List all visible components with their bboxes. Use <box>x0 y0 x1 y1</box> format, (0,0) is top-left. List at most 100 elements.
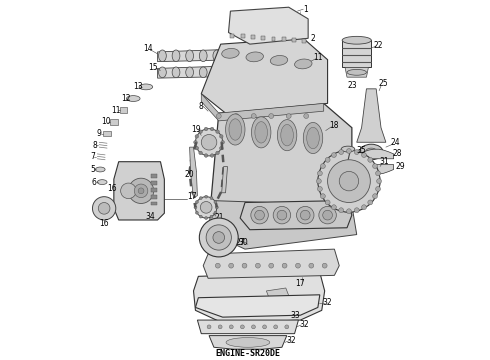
Circle shape <box>207 325 211 329</box>
Circle shape <box>206 225 231 250</box>
Text: 10: 10 <box>101 117 111 126</box>
Text: 33: 33 <box>291 311 300 320</box>
Polygon shape <box>228 7 308 44</box>
Polygon shape <box>267 288 291 303</box>
Polygon shape <box>196 295 320 317</box>
Text: 11: 11 <box>313 53 322 62</box>
Bar <box>151 202 157 206</box>
Circle shape <box>323 210 332 220</box>
Circle shape <box>217 114 221 118</box>
Circle shape <box>354 208 359 213</box>
Ellipse shape <box>225 114 245 145</box>
Circle shape <box>346 209 351 214</box>
Ellipse shape <box>139 84 153 90</box>
Circle shape <box>205 217 208 220</box>
Circle shape <box>362 153 367 157</box>
Text: 29: 29 <box>395 162 405 171</box>
Text: 30: 30 <box>238 238 248 247</box>
Circle shape <box>339 171 359 191</box>
Polygon shape <box>209 201 357 249</box>
Text: 17: 17 <box>295 279 305 288</box>
Bar <box>282 37 286 41</box>
Circle shape <box>205 195 208 198</box>
Circle shape <box>93 197 116 220</box>
Polygon shape <box>201 38 328 113</box>
Bar <box>261 36 265 40</box>
Circle shape <box>318 150 380 212</box>
Text: 34: 34 <box>146 212 156 221</box>
Circle shape <box>210 197 213 199</box>
Circle shape <box>300 210 310 220</box>
Text: 15: 15 <box>148 63 157 72</box>
Circle shape <box>339 208 343 213</box>
Bar <box>302 39 306 43</box>
Circle shape <box>286 114 291 118</box>
Text: 5: 5 <box>90 165 95 174</box>
Circle shape <box>320 164 325 168</box>
Text: 6: 6 <box>92 177 97 186</box>
Circle shape <box>229 263 234 268</box>
Ellipse shape <box>186 50 194 62</box>
Bar <box>110 119 118 125</box>
Text: 8: 8 <box>199 102 204 111</box>
Text: 32: 32 <box>323 298 332 307</box>
Bar <box>230 34 234 38</box>
Circle shape <box>199 151 202 155</box>
Ellipse shape <box>347 69 367 75</box>
Circle shape <box>325 157 330 162</box>
Circle shape <box>221 140 224 144</box>
Circle shape <box>377 179 382 184</box>
Text: 22: 22 <box>373 41 383 50</box>
Text: 32: 32 <box>287 336 296 345</box>
Circle shape <box>241 325 245 329</box>
Text: 27: 27 <box>235 238 245 247</box>
Bar <box>241 35 245 39</box>
Circle shape <box>195 147 198 150</box>
Polygon shape <box>194 273 325 323</box>
Circle shape <box>199 197 202 199</box>
Circle shape <box>263 325 267 329</box>
Ellipse shape <box>159 67 166 78</box>
Polygon shape <box>203 249 339 278</box>
Text: 32: 32 <box>299 320 309 329</box>
Circle shape <box>121 183 136 199</box>
Ellipse shape <box>213 50 220 62</box>
Circle shape <box>229 325 233 329</box>
Text: 16: 16 <box>99 219 109 228</box>
Circle shape <box>210 215 213 218</box>
Circle shape <box>204 154 208 157</box>
Ellipse shape <box>366 148 377 156</box>
Ellipse shape <box>251 117 271 148</box>
Text: 21: 21 <box>214 212 223 221</box>
Circle shape <box>331 205 336 210</box>
Circle shape <box>309 263 314 268</box>
Text: 24: 24 <box>391 138 400 147</box>
Circle shape <box>216 206 218 209</box>
Polygon shape <box>357 89 386 142</box>
Circle shape <box>196 197 217 218</box>
Circle shape <box>196 129 222 156</box>
Circle shape <box>274 325 278 329</box>
Polygon shape <box>221 167 227 193</box>
Circle shape <box>362 205 367 210</box>
Ellipse shape <box>307 127 319 149</box>
Text: 18: 18 <box>330 121 339 130</box>
Circle shape <box>325 200 330 205</box>
Circle shape <box>251 325 255 329</box>
Circle shape <box>204 127 208 131</box>
Circle shape <box>216 130 220 133</box>
Circle shape <box>368 157 373 162</box>
Polygon shape <box>240 201 352 230</box>
Circle shape <box>216 151 220 155</box>
Text: 19: 19 <box>192 125 201 134</box>
Circle shape <box>201 135 217 150</box>
Ellipse shape <box>342 36 371 44</box>
Text: 25: 25 <box>378 80 388 89</box>
Ellipse shape <box>172 50 180 62</box>
Polygon shape <box>114 162 164 220</box>
Circle shape <box>318 186 322 192</box>
Circle shape <box>196 201 198 203</box>
Ellipse shape <box>270 55 288 65</box>
Circle shape <box>376 171 380 176</box>
Bar <box>151 188 157 192</box>
